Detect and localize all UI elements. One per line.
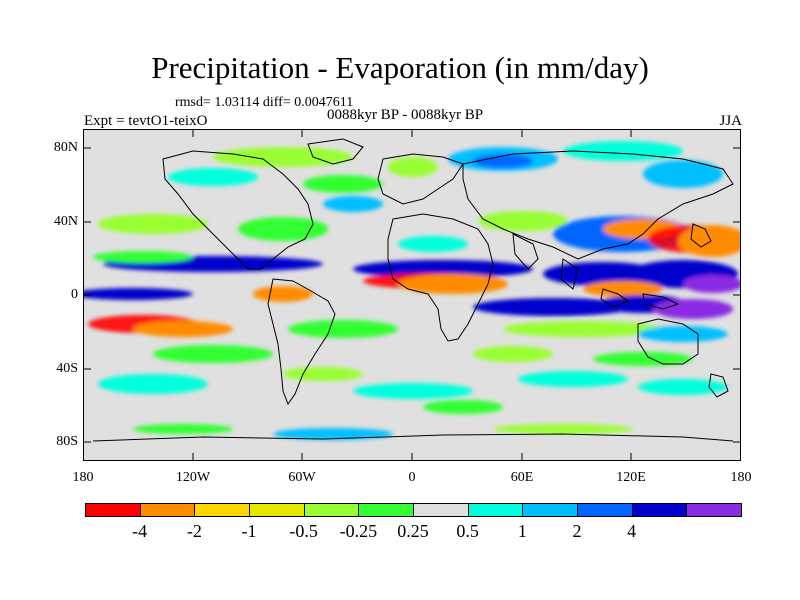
- x-tick-label: 120W: [175, 470, 211, 485]
- color-bar-level-label: -2: [186, 521, 202, 541]
- x-tick-label: 120E: [616, 470, 646, 485]
- color-bar-cell: [358, 503, 414, 517]
- color-bar-cell: [522, 503, 578, 517]
- color-bar-cell: [194, 503, 250, 517]
- coastlines: [92, 138, 734, 442]
- map-frame: [83, 129, 741, 461]
- color-bar-cell: [686, 503, 742, 517]
- rmsd-diff-label: rmsd= 1.03114 diff= 0.0047611: [175, 95, 354, 110]
- color-bar-level-label: -1: [241, 521, 257, 541]
- color-bar-level-label: -0.25: [339, 521, 378, 541]
- y-tick-label: 0: [71, 287, 78, 302]
- y-tick-label: 40N: [53, 214, 78, 229]
- axis-ticks: [83, 129, 741, 461]
- color-bar-level-label: 0.5: [456, 521, 479, 541]
- x-tick-label: 180: [72, 470, 94, 485]
- color-bar-level-label: 4: [627, 521, 637, 541]
- plot-title: Precipitation - Evaporation (in mm/day): [151, 50, 649, 85]
- color-bar-level-label: -0.5: [289, 521, 318, 541]
- x-tick-label: 0: [408, 470, 416, 485]
- color-bar-cell: [303, 503, 360, 517]
- color-bar-level-label: 1: [517, 521, 527, 541]
- x-tick-label: 180: [730, 470, 752, 485]
- x-tick-label: 60E: [510, 470, 534, 485]
- experiment-label: Expt = tevtO1-teixO: [84, 113, 208, 129]
- color-bar-cell: [85, 503, 141, 517]
- period-label: 0088kyr BP - 0088kyr BP: [326, 107, 484, 123]
- season-label: JJA: [719, 113, 742, 129]
- color-bar-cell: [413, 503, 469, 517]
- color-bar-cell: [577, 503, 633, 517]
- color-bar-cell: [631, 503, 688, 517]
- color-bar: [85, 503, 742, 517]
- color-bar-cell: [139, 503, 196, 517]
- y-tick-label: 80N: [53, 140, 78, 155]
- color-bar-level-label: 0.25: [397, 521, 429, 541]
- color-bar-cell: [467, 503, 524, 517]
- y-tick-label: 40S: [56, 361, 78, 376]
- color-bar-cell: [249, 503, 305, 517]
- color-bar-level-label: -4: [132, 521, 148, 541]
- x-tick-label: 60W: [288, 470, 316, 485]
- map-svg: [83, 129, 741, 461]
- y-tick-label: 80S: [56, 434, 78, 449]
- color-bar-level-label: 2: [572, 521, 582, 541]
